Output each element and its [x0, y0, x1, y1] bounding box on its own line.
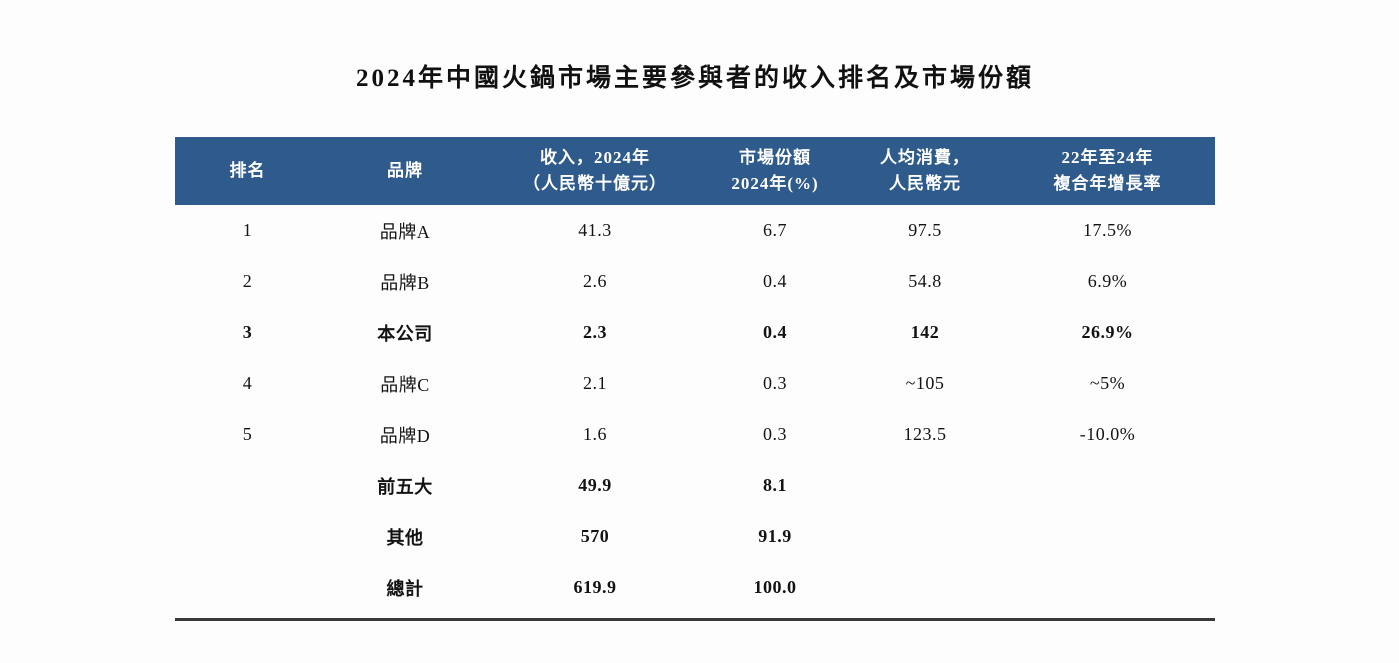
header-per-capita-line1: 人均消費， [880, 147, 970, 167]
rank-cell: 1 [242, 220, 253, 240]
per-capita-cell: 123.5 [903, 424, 947, 444]
brand-cell: 其他 [386, 527, 424, 548]
cagr-cell: 6.9% [1087, 271, 1128, 291]
share-cell: 0.4 [763, 271, 787, 291]
cagr-cell: 17.5% [1083, 220, 1132, 240]
table-row: 5 品牌D 1.6 0.3 123.5 -10.0% [175, 409, 1215, 460]
brand-cell: 總計 [386, 578, 424, 599]
share-cell: 0.3 [763, 373, 787, 393]
header-per-capita: 人均消費， 人民幣元 [850, 137, 1000, 205]
table-header-row: 排名 品牌 收入，2024年 （人民幣十億元） 市場份額 2024年(%) 人均消費… [175, 137, 1215, 205]
table-row-top-five-total: 前五大 49.9 8.1 [175, 460, 1215, 511]
per-capita-cell: 54.8 [908, 271, 942, 291]
table-bottom-rule [175, 618, 1215, 621]
revenue-cell: 2.1 [583, 373, 607, 393]
table-row-grand-total: 總計 619.9 100.0 [175, 562, 1215, 613]
brand-cell: 品牌C [380, 374, 430, 395]
cagr-cell: ~5% [1089, 373, 1126, 393]
header-market-share-line1: 市場份額 [739, 147, 811, 167]
revenue-cell: 49.9 [578, 475, 612, 495]
table-row: 2 品牌B 2.6 0.4 54.8 6.9% [175, 256, 1215, 307]
header-brand: 品牌 [320, 137, 490, 205]
rank-cell: 5 [242, 424, 253, 444]
revenue-cell: 41.3 [578, 220, 612, 240]
brand-cell: 品牌D [379, 425, 431, 446]
revenue-cell: 2.6 [583, 271, 607, 291]
brand-cell: 本公司 [377, 323, 433, 344]
header-revenue: 收入，2024年 （人民幣十億元） [490, 137, 700, 205]
cagr-cell: 26.9% [1081, 322, 1134, 342]
share-cell: 0.4 [763, 322, 787, 342]
share-cell: 91.9 [758, 526, 792, 546]
share-cell: 6.7 [763, 220, 787, 240]
header-cagr-line1: 22年至24年 [1061, 147, 1154, 167]
share-cell: 8.1 [763, 475, 787, 495]
header-market-share-line2: 2024年(%) [731, 174, 819, 193]
header-per-capita-line2: 人民幣元 [889, 174, 961, 193]
revenue-cell: 619.9 [573, 577, 617, 597]
rank-cell: 4 [242, 373, 253, 393]
revenue-cell: 570 [580, 526, 610, 546]
per-capita-cell: 97.5 [908, 220, 942, 240]
brand-cell: 前五大 [377, 476, 433, 497]
table-row-others: 其他 570 91.9 [175, 511, 1215, 562]
table-row: 4 品牌C 2.1 0.3 ~105 ~5% [175, 358, 1215, 409]
header-cagr-line2: 複合年增長率 [1053, 174, 1162, 193]
header-revenue-line1: 收入，2024年 [540, 147, 650, 167]
share-cell: 100.0 [753, 577, 797, 597]
header-rank: 排名 [175, 137, 320, 205]
header-cagr: 22年至24年 複合年增長率 [1000, 137, 1215, 205]
brand-cell: 品牌B [380, 272, 430, 293]
table-title: 2024年中國火鍋市場主要參與者的收入排名及市場份額 [355, 65, 1034, 92]
per-capita-cell: ~105 [905, 373, 945, 393]
table-row-company: 3 本公司 2.3 0.4 142 26.9% [175, 307, 1215, 358]
rank-cell: 2 [242, 271, 253, 291]
header-market-share: 市場份額 2024年(%) [700, 137, 850, 205]
header-brand-line1: 品牌 [387, 160, 423, 180]
header-rank-line1: 排名 [229, 160, 266, 180]
rank-cell: 3 [242, 322, 253, 342]
market-ranking-table: 排名 品牌 收入，2024年 （人民幣十億元） 市場份額 2024年(%) 人均消費… [175, 137, 1215, 621]
share-cell: 0.3 [763, 424, 787, 444]
revenue-cell: 2.3 [583, 322, 607, 342]
per-capita-cell: 142 [910, 322, 940, 342]
cagr-cell: -10.0% [1079, 424, 1136, 444]
revenue-cell: 1.6 [583, 424, 607, 444]
table-row: 1 品牌A 41.3 6.7 97.5 17.5% [175, 205, 1215, 256]
header-revenue-line2: （人民幣十億元） [523, 174, 667, 193]
brand-cell: 品牌A [379, 221, 431, 242]
